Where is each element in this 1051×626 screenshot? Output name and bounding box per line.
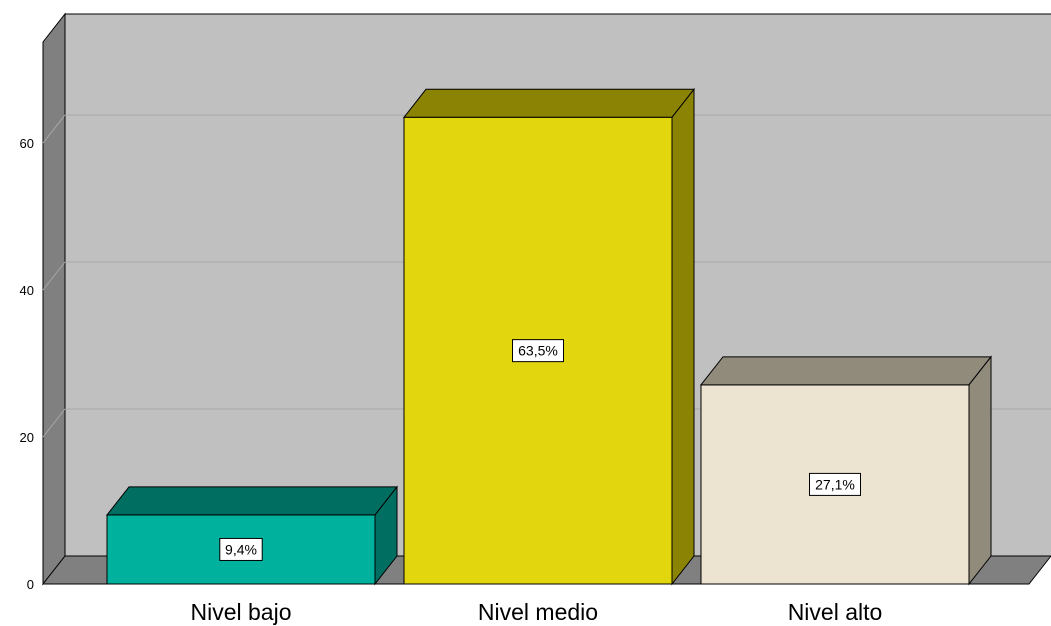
data-label: 27,1% (815, 476, 855, 492)
y-tick-label: 20 (20, 430, 34, 445)
bar-top (105, 486, 399, 516)
side-wall (42, 12, 66, 586)
x-axis: Nivel bajo Nivel medio Nivel alto (191, 599, 883, 625)
y-tick-label: 40 (20, 283, 34, 298)
data-label: 63,5% (518, 343, 558, 359)
data-label-box (809, 472, 861, 496)
x-category-label: Nivel medio (478, 599, 598, 625)
x-category-label: Nivel alto (788, 599, 883, 625)
data-label: 9,4% (225, 541, 257, 557)
bar-side (671, 87, 695, 586)
data-label-box (512, 339, 564, 363)
y-axis: 0 20 40 60 (20, 136, 34, 592)
y-tick-label: 60 (20, 136, 34, 151)
bars: 9,4% 63,5% 27,1% (105, 87, 993, 586)
bar-side (968, 355, 992, 586)
gridline-side (42, 261, 66, 291)
y-tick-label: 0 (27, 577, 34, 592)
bar-top (699, 356, 993, 386)
bar-group: 9,4% (105, 485, 399, 586)
bar-side (374, 485, 398, 586)
gridline-side (42, 408, 66, 438)
data-label-box (219, 537, 263, 561)
bar-group: 27,1% (699, 355, 993, 586)
bar-group: 63,5% (402, 87, 696, 586)
gridline-side (42, 114, 66, 144)
bar-top (402, 88, 696, 118)
x-category-label: Nivel bajo (191, 599, 292, 625)
